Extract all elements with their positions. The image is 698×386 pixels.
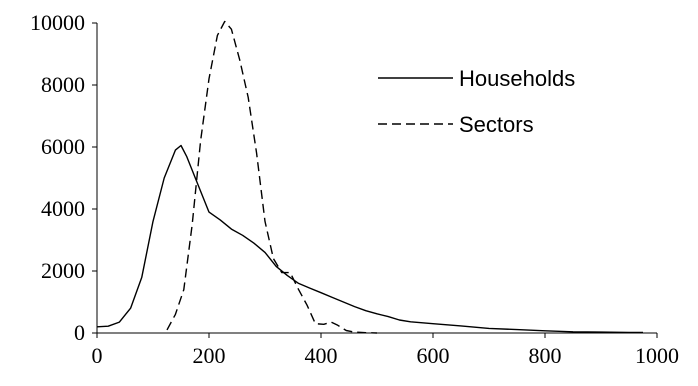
y-tick-label: 10000 xyxy=(30,10,85,35)
x-ticks: 0 200 400 600 800 1000 xyxy=(92,333,679,368)
y-tick-label: 2000 xyxy=(41,258,85,283)
series-line-households xyxy=(96,144,643,334)
y-tick-label: 8000 xyxy=(41,72,85,97)
x-tick-label: 400 xyxy=(305,343,338,368)
legend: Households Sectors xyxy=(378,66,575,137)
legend-label-sectors: Sectors xyxy=(459,112,534,137)
series-line-sectors xyxy=(166,20,378,334)
legend-label-households: Households xyxy=(459,66,575,91)
x-tick-label: 0 xyxy=(92,343,103,368)
y-ticks: 0 2000 4000 6000 8000 10000 xyxy=(30,10,97,345)
y-tick-label: 0 xyxy=(74,320,85,345)
x-tick-label: 200 xyxy=(193,343,226,368)
x-tick-label: 1000 xyxy=(635,343,679,368)
x-tick-label: 800 xyxy=(529,343,562,368)
x-tick-label: 600 xyxy=(417,343,450,368)
y-tick-label: 4000 xyxy=(41,196,85,221)
y-tick-label: 6000 xyxy=(41,134,85,159)
series-layer xyxy=(96,20,643,334)
